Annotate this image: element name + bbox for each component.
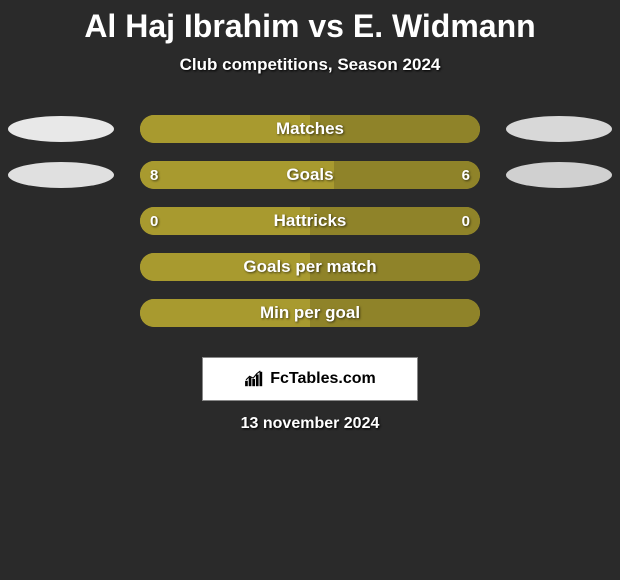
vs-text: vs: [308, 8, 344, 44]
stat-label: Matches: [276, 119, 344, 139]
stat-value-left: 0: [150, 213, 158, 230]
subtitle: Club competitions, Season 2024: [180, 55, 441, 75]
page-title: Al Haj Ibrahim vs E. Widmann: [84, 8, 535, 45]
stat-bar: 8 Goals 6: [140, 161, 480, 189]
stat-value-right: 0: [462, 213, 470, 230]
stat-label: Goals per match: [243, 257, 376, 277]
stat-label: Hattricks: [274, 211, 347, 231]
stat-row: 0 Hattricks 0: [0, 207, 620, 235]
player2-ellipse: [506, 116, 612, 142]
stat-row: Goals per match: [0, 253, 620, 281]
stat-bar: Goals per match: [140, 253, 480, 281]
stat-bar: Min per goal: [140, 299, 480, 327]
stat-value-left: 8: [150, 167, 158, 184]
player2-ellipse: [506, 162, 612, 188]
stat-label: Goals: [286, 165, 333, 185]
logo-text: FcTables.com: [270, 370, 376, 388]
logo-inner: FcTables.com: [244, 370, 376, 388]
stats-comparison-card: Al Haj Ibrahim vs E. Widmann Club compet…: [0, 0, 620, 433]
bar-chart-icon: [244, 370, 266, 388]
stat-bar: Matches: [140, 115, 480, 143]
stat-rows: Matches 8 Goals 6 0 Hattricks 0 Goals per match…: [0, 115, 620, 345]
stat-value-right: 6: [462, 167, 470, 184]
player1-ellipse: [8, 116, 114, 142]
fctables-logo[interactable]: FcTables.com: [202, 357, 418, 401]
stat-row: Min per goal: [0, 299, 620, 327]
stat-row: 8 Goals 6: [0, 161, 620, 189]
player1-name: Al Haj Ibrahim: [84, 8, 299, 44]
player1-ellipse: [8, 162, 114, 188]
player2-name: E. Widmann: [353, 8, 536, 44]
stat-label: Min per goal: [260, 303, 360, 323]
bar-fill-right: [334, 161, 480, 189]
stat-row: Matches: [0, 115, 620, 143]
date-label: 13 november 2024: [241, 415, 380, 433]
stat-bar: 0 Hattricks 0: [140, 207, 480, 235]
